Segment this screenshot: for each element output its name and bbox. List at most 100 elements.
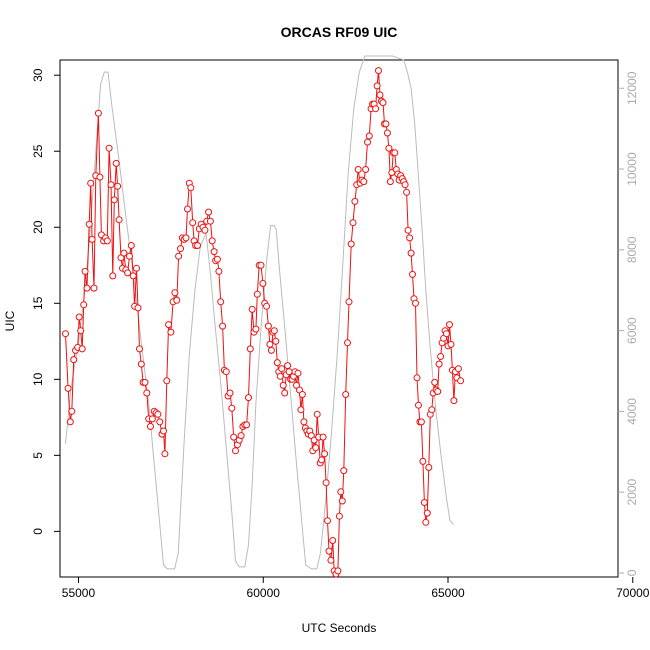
uic-point-83 (210, 248, 218, 256)
uic-point-231 (446, 321, 453, 329)
uic-point-163 (340, 467, 348, 475)
uic-point-137 (300, 418, 308, 426)
uic-point-183 (375, 67, 382, 75)
uic-point-48 (147, 423, 154, 430)
uic-point-215 (422, 518, 430, 526)
uic-point-177 (365, 132, 373, 140)
uic-point-205 (407, 249, 415, 257)
uic-point-41 (134, 304, 142, 312)
uic-point-175 (362, 166, 370, 173)
uic-point-167 (347, 240, 355, 248)
y2-tick-label-3: 6000 (625, 317, 639, 344)
uic-point-93 (228, 404, 236, 412)
uic-point-190 (385, 144, 393, 152)
y-tick-label-3: 15 (31, 296, 45, 310)
x-tick-label-2: 65000 (431, 586, 465, 600)
uic-point-150 (319, 433, 327, 441)
uic-point-110 (259, 280, 267, 287)
uic-point-209 (413, 374, 421, 382)
uic-point-2 (66, 418, 74, 426)
uic-point-232 (447, 340, 455, 348)
uic-point-194 (391, 149, 399, 157)
uic-point-7 (75, 313, 83, 321)
uic-point-27 (110, 196, 118, 204)
uic-point-225 (437, 353, 445, 360)
uic-point-59 (167, 328, 175, 336)
uic-point-124 (281, 389, 289, 397)
y-tick-label-0: 0 (31, 528, 45, 535)
uic-point-229 (443, 330, 450, 338)
uic-point-19 (96, 173, 104, 181)
uic-point-213 (419, 457, 427, 465)
uic-point-0 (62, 330, 69, 338)
uic-point-92 (226, 389, 234, 397)
uic-point-43 (137, 360, 145, 368)
uic-point-104 (248, 305, 256, 313)
uic-point-155 (327, 556, 335, 564)
uic-point-101 (243, 421, 251, 429)
uic-point-8 (77, 327, 85, 335)
uic-point-160 (335, 512, 343, 520)
uic-point-88 (219, 322, 227, 330)
uic-point-153 (324, 517, 331, 525)
uic-point-115 (267, 346, 275, 354)
uic-point-25 (107, 181, 115, 189)
uic-point-78 (201, 226, 209, 234)
y-tick-label-2: 10 (31, 372, 45, 386)
uic-point-4 (70, 356, 78, 364)
uic-point-14 (87, 179, 95, 187)
uic-point-112 (263, 302, 271, 310)
plot-frame (59, 59, 619, 578)
uic-point-68 (184, 205, 191, 213)
uic-point-102 (245, 394, 252, 402)
uic-point-63 (175, 252, 183, 260)
uic-point-107 (253, 290, 261, 298)
uic-point-121 (276, 372, 284, 380)
x-tick-label-1: 60000 (247, 586, 281, 600)
uic-point-61 (171, 289, 179, 297)
uic-point-3 (68, 407, 76, 415)
uic-point-87 (217, 298, 225, 306)
uic-point-165 (344, 339, 351, 347)
y2-tick-label-1: 2000 (625, 479, 639, 506)
uic-point-11 (81, 267, 89, 275)
x-axis: 55000 60000 65000 70000 (62, 577, 650, 600)
uic-point-201 (401, 181, 409, 189)
uic-point-45 (141, 378, 149, 386)
uic-point-146 (313, 410, 321, 418)
uic-point-98 (237, 432, 245, 440)
uic-point-18 (94, 109, 102, 117)
uic-point-80 (205, 208, 213, 216)
uic-point-224 (435, 360, 443, 368)
uic-point-64 (177, 245, 184, 253)
uic-point-15 (88, 235, 96, 243)
y2-tick-label-5: 10000 (625, 152, 639, 186)
uic-point-85 (213, 255, 221, 263)
uic-point-184 (376, 91, 384, 99)
chart-title: ORCAS RF09 UIC (281, 24, 398, 40)
uic-point-42 (136, 345, 143, 353)
uic-point-119 (273, 359, 281, 367)
y2-tick-label-0: 0 (625, 569, 639, 576)
uic-point-86 (215, 267, 223, 275)
uic-point-106 (252, 325, 260, 333)
uic-point-109 (257, 261, 265, 269)
uic-point-24 (105, 144, 113, 152)
uic-point-206 (409, 270, 416, 278)
uic-point-114 (266, 340, 274, 348)
y-tick-label-5: 25 (31, 144, 45, 158)
uic-point-223 (434, 388, 442, 395)
uic-point-10 (80, 301, 88, 309)
uic-point-217 (425, 464, 433, 471)
uic-point-212 (417, 418, 425, 426)
uic-point-74 (194, 242, 201, 249)
uic-point-182 (373, 82, 381, 90)
x-tick-label-0: 55000 (62, 586, 96, 600)
uic-point-164 (342, 391, 350, 398)
uic-point-1 (64, 384, 72, 392)
uic-point-237 (454, 365, 462, 373)
uic-point-216 (423, 509, 431, 517)
uic-point-154 (325, 547, 333, 555)
y-tick-label-4: 20 (31, 220, 45, 234)
